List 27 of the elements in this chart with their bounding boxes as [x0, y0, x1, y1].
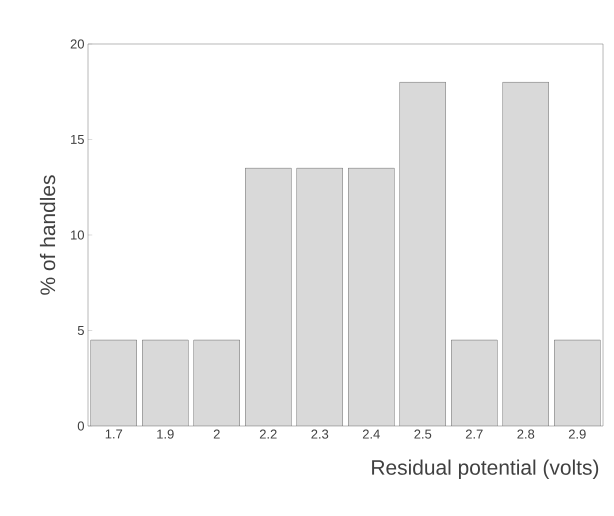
bar — [400, 82, 446, 426]
x-tick-label: 1.9 — [157, 430, 174, 439]
x-tick-label: 2.9 — [568, 430, 586, 439]
bar — [296, 168, 343, 426]
y-axis-title: % of handles — [40, 175, 56, 295]
x-tick-label: 2.2 — [260, 430, 277, 439]
x-tick-label: 2.4 — [362, 430, 380, 439]
y-tick-label: 0 — [78, 421, 84, 431]
y-tick-label: 20 — [70, 39, 84, 49]
x-tick-label: 1.7 — [106, 430, 122, 438]
bar — [90, 340, 137, 426]
y-tick-label: 5 — [78, 326, 84, 336]
bar — [245, 168, 292, 426]
x-tick-label: 2.5 — [414, 430, 432, 439]
bar — [142, 340, 188, 426]
bar — [554, 340, 600, 426]
bar — [451, 340, 498, 426]
x-tick-label: 2.3 — [311, 430, 328, 439]
bar — [502, 82, 549, 426]
bar — [348, 168, 394, 426]
x-axis-title: Residual potential (volts) — [372, 460, 598, 480]
x-tick-label: 2.8 — [517, 430, 534, 439]
x-tick-label: 2.7 — [466, 430, 483, 439]
y-tick-label: 15 — [71, 134, 84, 144]
x-tick-label: 2 — [214, 430, 220, 439]
y-tick-label: 10 — [71, 230, 84, 240]
bar — [194, 340, 240, 426]
